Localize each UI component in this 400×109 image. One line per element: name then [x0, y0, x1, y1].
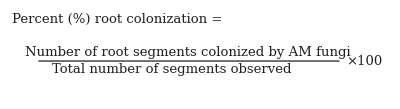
- Text: Percent (%) root colonization =: Percent (%) root colonization =: [12, 13, 222, 26]
- Text: Number of root segments colonized by AM fungi: Number of root segments colonized by AM …: [25, 46, 351, 59]
- Text: ×100: ×100: [346, 54, 382, 68]
- Text: Total number of segments observed: Total number of segments observed: [52, 63, 292, 76]
